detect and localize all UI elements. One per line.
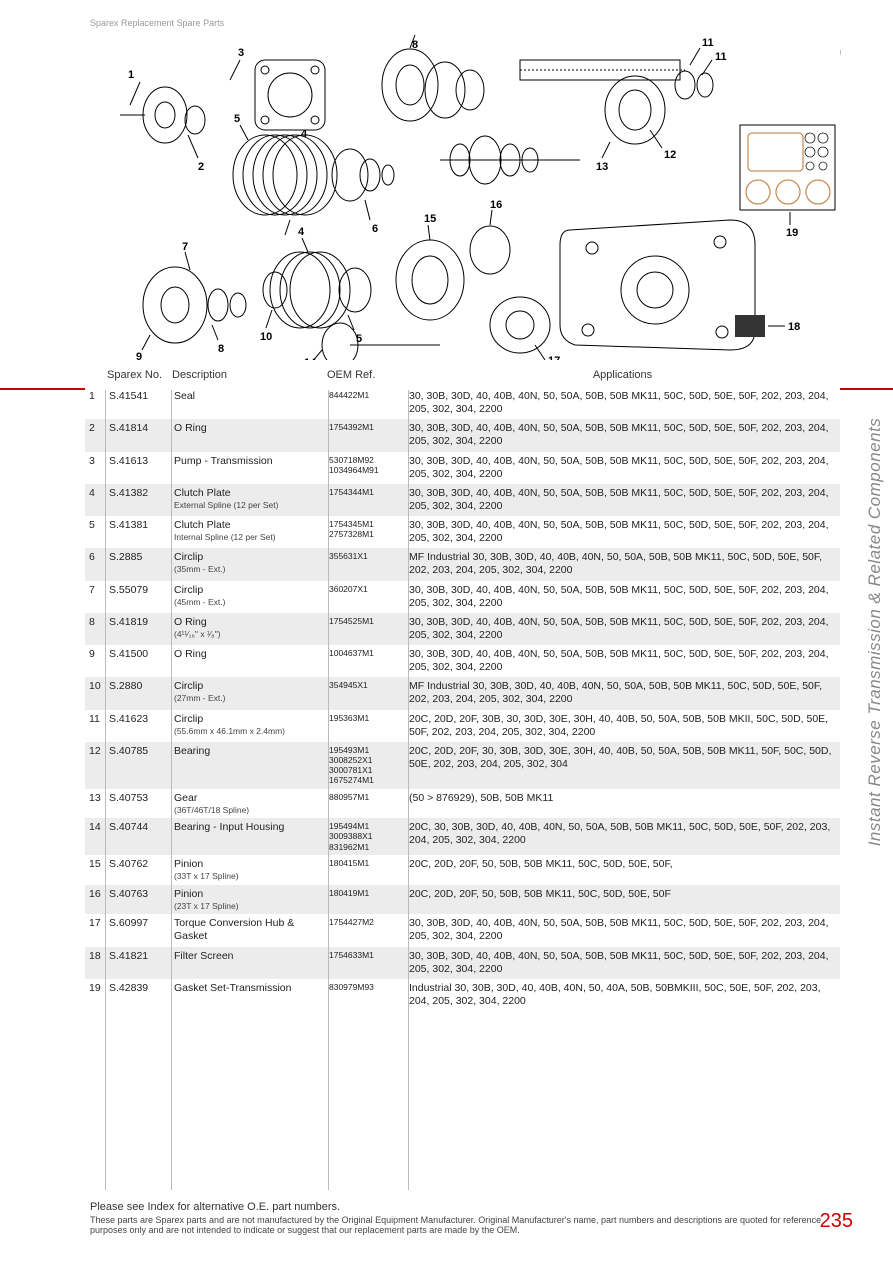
page-number: 235 (820, 1210, 853, 1233)
svg-text:5: 5 (356, 333, 362, 345)
table-row: 13S.40753Gear(36T/46T/18 Spline)880957M1… (85, 789, 840, 819)
parts-table: Sparex No. Description OEM Ref. Applicat… (85, 365, 840, 1011)
svg-text:15: 15 (424, 213, 436, 225)
side-title: Instant Reverse Transmission & Related C… (865, 417, 885, 846)
svg-text:7: 7 (182, 241, 188, 253)
svg-text:1: 1 (128, 69, 134, 81)
svg-text:8: 8 (412, 39, 418, 51)
svg-text:13: 13 (596, 161, 608, 173)
table-row: 3S.41613Pump - Transmission530718M921034… (85, 452, 840, 484)
table-row: 5S.41381Clutch PlateInternal Spline (12 … (85, 516, 840, 548)
exploded-diagram: 1 2 3 4 5 6 7 8 9 8 10 4 5 11 11 12 13 1… (90, 30, 840, 360)
table-row: 8S.41819O Ring(4¹¹⁄₁₆" x ¹⁄₈")1754525M13… (85, 613, 840, 645)
svg-text:3: 3 (238, 47, 244, 59)
svg-text:17: 17 (548, 355, 560, 360)
brand-header: Sparex Replacement Spare Parts (90, 18, 224, 28)
svg-text:2: 2 (198, 161, 204, 173)
table-row: 2S.41814O Ring1754392M130, 30B, 30D, 40,… (85, 419, 840, 451)
svg-text:9: 9 (136, 351, 142, 360)
svg-text:6: 6 (372, 223, 378, 235)
table-row: 7S.55079Circlip(45mm - Ext.)360207X130, … (85, 581, 840, 613)
table-row: 15S.40762Pinion(33T x 17 Spline)180415M1… (85, 855, 840, 885)
col-oem: OEM Ref. (325, 365, 405, 387)
svg-text:14: 14 (304, 357, 317, 360)
svg-text:8: 8 (218, 343, 224, 355)
svg-text:11: 11 (702, 37, 714, 49)
table-row: 6S.2885Circlip(35mm - Ext.)355631X1MF In… (85, 548, 840, 580)
col-sparex: Sparex No. (105, 365, 170, 387)
col-applications: Applications (405, 365, 840, 387)
table-row: 11S.41623Circlip(55.6mm x 46.1mm x 2.4mm… (85, 710, 840, 742)
footer-disclaimer: These parts are Sparex parts and are not… (90, 1215, 830, 1235)
col-description: Description (170, 365, 325, 387)
table-row: 1S.41541Seal844422M130, 30B, 30D, 40, 40… (85, 387, 840, 419)
table-row: 4S.41382Clutch PlateExternal Spline (12 … (85, 484, 840, 516)
svg-text:5: 5 (234, 113, 240, 125)
svg-text:4: 4 (298, 226, 305, 238)
svg-text:16: 16 (490, 199, 502, 211)
svg-text:12: 12 (664, 149, 676, 161)
svg-text:11: 11 (715, 51, 727, 63)
table-row: 17S.60997Torque Conversion Hub & Gasket1… (85, 914, 840, 946)
svg-text:18: 18 (788, 321, 800, 333)
table-row: 9S.41500O Ring1004637M130, 30B, 30D, 40,… (85, 645, 840, 677)
table-row: 18S.41821Filter Screen1754633M130, 30B, … (85, 947, 840, 979)
svg-text:10: 10 (260, 331, 272, 343)
table-row: 14S.40744Bearing - Input Housing195494M1… (85, 818, 840, 855)
svg-text:19: 19 (786, 227, 798, 239)
svg-text:4: 4 (301, 128, 308, 140)
table-row: 12S.40785Bearing195493M13008252X13000781… (85, 742, 840, 789)
table-row: 19S.42839Gasket Set-Transmission830979M9… (85, 979, 840, 1011)
table-row: 16S.40763Pinion(23T x 17 Spline)180419M1… (85, 885, 840, 915)
table-row: 10S.2880Circlip(27mm - Ext.)354945X1MF I… (85, 677, 840, 709)
page-footer: Please see Index for alternative O.E. pa… (90, 1201, 830, 1235)
footer-lead: Please see Index for alternative O.E. pa… (90, 1201, 830, 1213)
